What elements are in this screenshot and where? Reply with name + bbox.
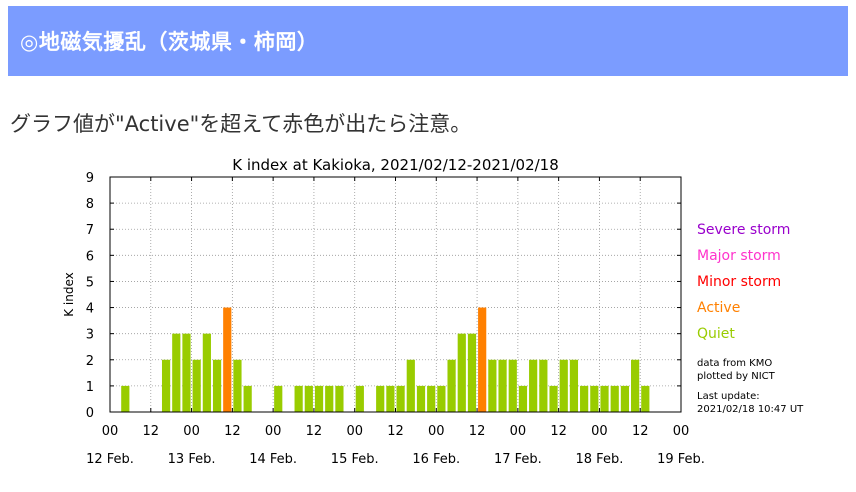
day-label: 14 Feb. [249,452,297,467]
k-index-bar [641,385,650,412]
legend-entry: Severe storm [697,222,790,238]
day-label: 18 Feb. [576,452,624,467]
k-index-bar [467,333,477,412]
k-index-bar [427,385,436,412]
day-label: 15 Feb. [331,452,379,467]
k-index-bar [457,333,466,412]
x-tick-label: 12 [469,424,486,439]
k-index-bar [498,359,507,412]
k-index-bar [386,385,395,412]
k-index-bar [478,307,487,412]
k-index-bar [539,359,548,412]
k-index-bar [314,385,324,412]
legend-entry: Active [697,300,740,316]
x-tick-label: 00 [183,424,200,439]
k-index-bar [161,359,171,412]
level-legend: Severe storm Major storm Minor storm Active… [697,222,790,342]
k-index-bar [488,359,497,412]
k-index-bar [447,359,456,412]
x-tick-label: 00 [591,424,608,439]
x-tick-label: 00 [265,424,282,439]
k-index-bar [304,385,313,412]
y-tick-label: 2 [86,354,94,369]
k-index-bar [406,359,415,412]
k-index-bar [192,359,201,412]
x-tick-label: 00 [428,424,445,439]
chart-annotation: 2021/02/18 10:47 UT [697,404,804,415]
chart-bars [121,307,650,412]
k-index-bar [549,385,558,412]
x-tick-label: 00 [346,424,363,439]
k-index-bar [590,385,599,412]
k-index-bar [355,385,364,412]
k-index-bar [529,359,538,412]
k-index-bar [243,385,252,412]
x-tick-label: 00 [673,424,690,439]
y-tick-label: 6 [86,249,94,264]
k-index-bar [631,359,640,412]
y-tick-label: 4 [86,302,94,317]
k-index-bar [172,333,181,412]
k-index-bar [416,385,426,412]
y-tick-label: 3 [86,328,94,343]
y-tick-label: 9 [86,171,94,186]
y-tick-label: 7 [86,223,94,238]
chart-annotation: Last update: [697,391,760,402]
k-index-bar [518,385,528,412]
y-tick-label: 0 [86,406,94,421]
day-label: 17 Feb. [494,452,542,467]
k-index-bar [437,385,446,412]
x-tick-label: 12 [143,424,160,439]
x-tick-label: 12 [306,424,323,439]
chart-annotation: plotted by NICT [697,371,776,382]
y-tick-label: 1 [86,380,94,395]
k-index-bar [182,333,191,412]
k-index-bar [233,359,242,412]
k-index-bar [580,385,589,412]
k-index-bar [610,385,619,412]
k-index-bar [212,359,222,412]
chart-grid [110,177,681,412]
legend-entry: Major storm [697,248,781,264]
k-index-bar [376,385,385,412]
k-index-bar [335,385,344,412]
k-index-bar [620,385,630,412]
chart-title: K index at Kakioka, 2021/02/12-2021/02/1… [232,156,559,174]
section-header-banner: ◎地磁気擾乱（茨城県・柿岡） [8,6,848,76]
k-index-bar [121,385,130,412]
section-title: ◎地磁気擾乱（茨城県・柿岡） [20,30,319,54]
day-label: 12 Feb. [86,452,134,467]
k-index-bar [294,385,303,412]
k-index-bar [508,359,517,412]
k-index-bar [600,385,609,412]
y-axis-label: K index [62,272,76,317]
k-index-bar [202,333,211,412]
x-tick-label: 12 [632,424,649,439]
x-tick-label: 12 [224,424,241,439]
x-tick-label: 00 [102,424,119,439]
k-index-bar [569,359,579,412]
day-label: 16 Feb. [412,452,460,467]
chart-annotation: data from KMO [697,358,772,369]
k-index-bar [274,385,283,412]
y-tick-label: 8 [86,197,94,212]
chart-annotations: data from KMO plotted by NICT Last update:… [697,358,804,415]
caution-note: グラフ値が"Active"を超えて赤色が出たら注意。 [10,112,472,136]
y-tick-label: 5 [86,275,94,290]
day-label: 19 Feb. [657,452,705,467]
k-index-bar [223,307,232,412]
x-tick-label: 12 [387,424,404,439]
k-index-bar [325,385,334,412]
x-tick-label: 00 [510,424,527,439]
k-index-bar [396,385,405,412]
legend-entry: Minor storm [697,274,781,290]
k-index-bar [559,359,568,412]
legend-entry: Quiet [697,326,735,342]
day-label: 13 Feb. [168,452,216,467]
x-tick-label: 12 [550,424,567,439]
